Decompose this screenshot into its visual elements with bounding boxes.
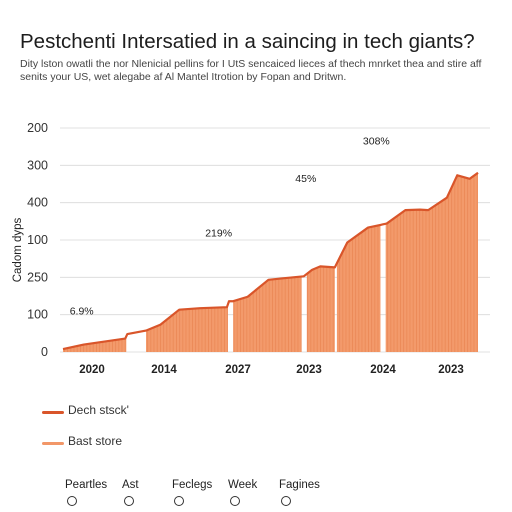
y-tick-label: 200 [27, 121, 48, 135]
y-tick-label: 100 [27, 233, 48, 247]
filter-label: Ast [122, 479, 139, 491]
y-tick-label: 300 [27, 158, 48, 172]
y-axis-label: Cadom dyps [12, 217, 24, 282]
x-tick-label: 2027 [225, 364, 251, 376]
data-annotation-label: 45% [295, 173, 316, 185]
data-annotation-label: 219% [205, 228, 232, 240]
y-tick-label: 0 [41, 345, 48, 359]
x-tick-label: 2024 [370, 364, 396, 376]
data-annotation-label: 308% [363, 135, 390, 147]
filter-label: Week [228, 479, 258, 491]
radio-button-icon[interactable] [67, 496, 77, 506]
legend-label: Bast store [68, 434, 123, 448]
x-tick-label: 2023 [296, 364, 322, 376]
filter-label: Peartles [65, 479, 108, 491]
legend-swatch-line-icon [42, 411, 64, 414]
x-tick-label: 2020 [79, 364, 105, 376]
series-line-tech-stock [62, 171, 479, 351]
area-chart: 200 300 400 100 250 100 0 Cadom dyps 2020 2014 202… [12, 121, 490, 376]
filter-radio-group: Peartles Ast Feclegs Week Fagines [60, 479, 360, 511]
area-fill-best-store [63, 172, 478, 352]
y-tick-label: 100 [27, 308, 48, 322]
y-tick-label: 400 [27, 196, 48, 210]
x-tick-label: 2014 [151, 364, 177, 376]
x-tick-label: 2023 [438, 364, 464, 376]
chart-title: Pestchenti Intersatied in a saincing in … [20, 30, 475, 53]
filter-label: Fagines [279, 479, 320, 491]
radio-button-icon[interactable] [230, 496, 240, 506]
legend-label: Dech stsck' [68, 403, 129, 417]
y-tick-label: 250 [27, 270, 48, 284]
data-annotation-label: 6.9% [70, 306, 94, 318]
legend-swatch-area-icon [42, 442, 64, 445]
radio-button-icon[interactable] [174, 496, 184, 506]
filter-label: Feclegs [172, 479, 213, 491]
chart-subtitle: Dity lston owatli the nor Nlenicial pell… [20, 58, 482, 83]
radio-button-icon[interactable] [124, 496, 134, 506]
radio-button-icon[interactable] [281, 496, 291, 506]
